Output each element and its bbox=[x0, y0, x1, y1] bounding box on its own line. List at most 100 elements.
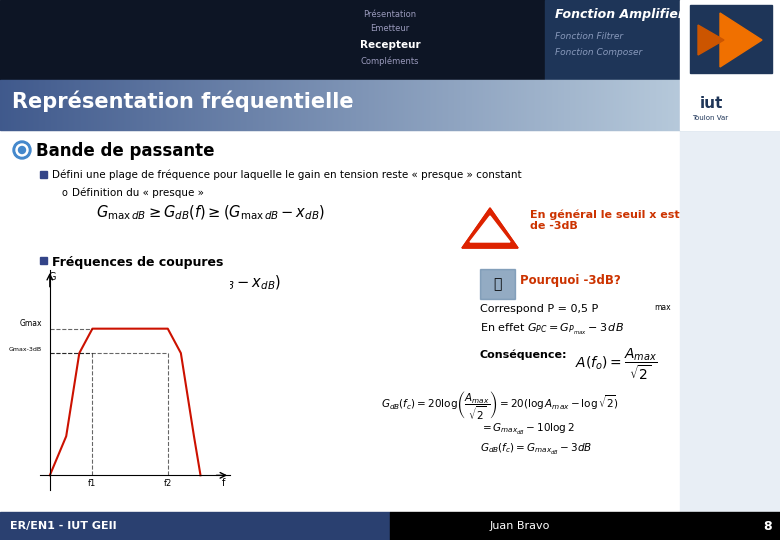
Bar bbox=[658, 80, 659, 130]
Bar bbox=[744, 80, 745, 130]
Bar bbox=[621, 80, 622, 130]
Bar bbox=[327, 80, 328, 130]
Bar bbox=[37, 80, 38, 130]
Bar bbox=[201, 80, 202, 130]
Bar bbox=[731, 80, 732, 130]
Bar bbox=[522, 80, 523, 130]
Bar bbox=[49, 80, 50, 130]
Bar bbox=[698, 80, 699, 130]
Bar bbox=[636, 80, 637, 130]
Bar bbox=[0, 80, 1, 130]
Bar bbox=[654, 80, 655, 130]
Bar bbox=[769, 80, 770, 130]
Bar bbox=[289, 80, 290, 130]
Bar bbox=[96, 80, 97, 130]
Bar bbox=[730, 80, 731, 130]
Bar bbox=[250, 80, 251, 130]
Bar bbox=[284, 80, 285, 130]
Bar bbox=[192, 80, 193, 130]
Bar bbox=[107, 80, 108, 130]
Bar bbox=[614, 80, 615, 130]
Bar bbox=[632, 80, 633, 130]
Bar bbox=[330, 80, 331, 130]
Bar bbox=[615, 80, 616, 130]
Bar bbox=[620, 80, 621, 130]
Bar bbox=[254, 80, 255, 130]
Bar bbox=[122, 80, 123, 130]
Bar bbox=[130, 80, 131, 130]
Bar bbox=[530, 80, 531, 130]
Bar bbox=[321, 80, 322, 130]
Bar bbox=[305, 80, 306, 130]
Bar bbox=[200, 80, 201, 130]
Bar bbox=[311, 80, 312, 130]
Bar bbox=[542, 80, 543, 130]
Bar bbox=[439, 80, 440, 130]
Bar bbox=[613, 80, 614, 130]
Bar bbox=[314, 80, 315, 130]
Bar bbox=[765, 80, 766, 130]
Bar bbox=[205, 80, 206, 130]
Bar bbox=[689, 80, 690, 130]
Bar bbox=[104, 80, 105, 130]
Bar bbox=[392, 80, 393, 130]
Bar bbox=[287, 80, 288, 130]
Text: Emetteur: Emetteur bbox=[370, 24, 410, 33]
Bar bbox=[410, 80, 411, 130]
Bar bbox=[751, 80, 752, 130]
Bar bbox=[26, 80, 27, 130]
Bar bbox=[128, 80, 129, 130]
Bar bbox=[350, 80, 351, 130]
Bar bbox=[21, 80, 22, 130]
Bar bbox=[0, 0, 545, 80]
Bar bbox=[55, 80, 56, 130]
Bar bbox=[366, 80, 367, 130]
Bar bbox=[291, 80, 292, 130]
Circle shape bbox=[13, 141, 31, 159]
Bar bbox=[10, 80, 11, 130]
Bar bbox=[581, 80, 582, 130]
Bar bbox=[387, 80, 388, 130]
Bar bbox=[39, 80, 40, 130]
Bar bbox=[94, 80, 95, 130]
Bar bbox=[489, 80, 490, 130]
Bar bbox=[696, 80, 697, 130]
Bar bbox=[574, 80, 575, 130]
Bar bbox=[499, 80, 500, 130]
Bar bbox=[580, 80, 581, 130]
Bar bbox=[108, 80, 109, 130]
Bar bbox=[554, 80, 555, 130]
Bar bbox=[593, 80, 594, 130]
Text: max: max bbox=[654, 303, 671, 312]
Bar bbox=[114, 80, 115, 130]
Bar bbox=[322, 80, 323, 130]
Bar bbox=[207, 80, 208, 130]
Bar bbox=[512, 80, 513, 130]
Bar bbox=[100, 80, 101, 130]
Bar bbox=[281, 80, 282, 130]
Bar bbox=[474, 80, 475, 130]
Bar bbox=[452, 80, 453, 130]
Bar bbox=[8, 80, 9, 130]
Text: Conséquence:: Conséquence: bbox=[480, 350, 568, 361]
Bar bbox=[766, 80, 767, 130]
Bar bbox=[109, 80, 110, 130]
Bar bbox=[397, 80, 398, 130]
Bar bbox=[450, 80, 451, 130]
Bar bbox=[245, 80, 246, 130]
Bar bbox=[462, 80, 463, 130]
Bar bbox=[640, 80, 641, 130]
Bar bbox=[623, 80, 624, 130]
Bar bbox=[91, 80, 92, 130]
Bar bbox=[764, 80, 765, 130]
Bar bbox=[368, 80, 369, 130]
Bar bbox=[280, 80, 281, 130]
Bar bbox=[357, 80, 358, 130]
Bar bbox=[627, 80, 628, 130]
Bar bbox=[235, 80, 236, 130]
Bar bbox=[466, 80, 467, 130]
Bar bbox=[190, 80, 191, 130]
Bar bbox=[172, 80, 173, 130]
Bar bbox=[274, 80, 275, 130]
Polygon shape bbox=[462, 208, 518, 248]
